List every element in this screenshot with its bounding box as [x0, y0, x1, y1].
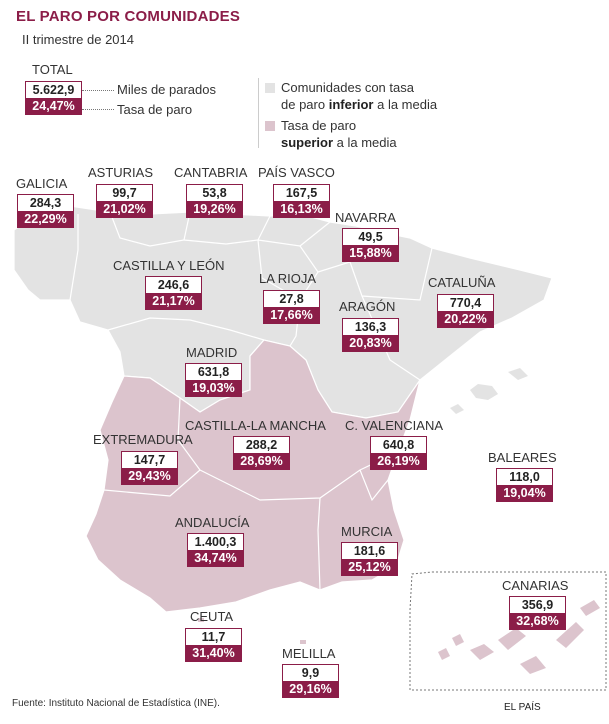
region-box-madrid: 631,8 19,03%: [185, 363, 242, 397]
region-label-castilla-y-leon: Castilla y León: [113, 258, 225, 273]
region-rate: 32,68%: [510, 613, 565, 629]
region-value: 147,7: [133, 453, 166, 467]
region-rate: 29,16%: [283, 681, 338, 697]
region-value: 246,6: [157, 278, 190, 292]
region-label-madrid: Madrid: [186, 345, 238, 360]
canarias-inset: [409, 571, 607, 691]
region-value: 49,5: [358, 230, 383, 244]
region-value: 9,9: [301, 666, 320, 680]
legend-swatch-inferior: [265, 83, 275, 93]
region-value: 770,4: [449, 296, 482, 310]
region-value: 181,6: [353, 544, 386, 558]
legend-superior-text: Tasa de paro superior a la media: [281, 118, 397, 150]
region-rate: 20,22%: [438, 311, 493, 327]
page-title: EL PARO POR COMUNIDADES: [16, 8, 241, 25]
region-label-castilla-la-mancha: Castilla-La Mancha: [185, 418, 326, 433]
region-rate: 16,13%: [274, 201, 329, 217]
region-box-extremadura: 147,7 29,43%: [121, 451, 178, 485]
region-box-melilla: 9,9 29,16%: [282, 664, 339, 698]
melilla-mark: [300, 640, 306, 644]
region-value: 136,3: [354, 320, 387, 334]
region-box-aragon: 136,3 20,83%: [342, 318, 399, 352]
region-label-cataluna: Cataluña: [428, 275, 496, 290]
subtitle: II trimestre de 2014: [22, 32, 134, 47]
region-label-asturias: Asturias: [88, 165, 154, 180]
region-rate: 31,40%: [186, 645, 241, 661]
region-value: 631,8: [197, 365, 230, 379]
map-region-south-pink: [85, 339, 421, 613]
region-value: 27,8: [279, 292, 304, 306]
region-box-la-rioja: 27,8 17,66%: [263, 290, 320, 324]
region-value: 640,8: [382, 438, 415, 452]
region-label-andalucia: Andalucía: [175, 515, 250, 530]
region-box-baleares: 118,0 19,04%: [496, 468, 553, 502]
region-box-andalucia: 1.400,3 34,74%: [187, 533, 244, 567]
region-rate: 21,02%: [97, 201, 152, 217]
region-rate: 20,83%: [343, 335, 398, 351]
legend-inferior-text: Comunidades con tasa de paro inferior a …: [281, 80, 438, 112]
region-box-castilla-y-leon: 246,6 21,17%: [145, 276, 202, 310]
region-label-ceuta: Ceuta: [190, 609, 234, 624]
total-rate: 24,47%: [26, 98, 81, 114]
region-value: 53,8: [202, 186, 227, 200]
total-box: 5.622,9 24,47%: [25, 81, 82, 115]
baleares-islands: [450, 368, 528, 414]
region-label-canarias: Canarias: [502, 578, 569, 593]
region-value: 284,3: [29, 196, 62, 210]
region-label-melilla: Melilla: [282, 646, 336, 661]
region-label-galicia: Galicia: [16, 176, 68, 191]
region-label-extremadura: Extremadura: [93, 432, 193, 447]
region-box-c-valenciana: 640,8 26,19%: [370, 436, 427, 470]
source-note: Fuente: Instituto Nacional de Estadístic…: [12, 698, 220, 709]
region-label-navarra: Navarra: [335, 210, 396, 225]
ceuta-mark: [198, 618, 204, 622]
region-box-cataluna: 770,4 20,22%: [437, 294, 494, 328]
region-value: 11,7: [201, 630, 226, 644]
region-box-navarra: 49,5 15,88%: [342, 228, 399, 262]
key-value-label: Miles de parados: [117, 82, 216, 97]
region-box-asturias: 99,7 21,02%: [96, 184, 153, 218]
region-label-cantabria: Cantabria: [174, 165, 248, 180]
region-rate: 15,88%: [343, 245, 398, 261]
region-label-pais-vasco: País Vasco: [258, 165, 335, 180]
legend-divider: [258, 78, 259, 148]
region-rate: 25,12%: [342, 559, 397, 575]
total-label: TOTAL: [32, 62, 73, 77]
region-value: 99,7: [112, 186, 137, 200]
brand-logo: EL PAÍS: [504, 702, 541, 713]
region-label-la-rioja: La Rioja: [259, 271, 317, 286]
legend-swatch-superior: [265, 121, 275, 131]
region-rate: 19,04%: [497, 485, 552, 501]
region-rate: 28,69%: [234, 453, 289, 469]
region-value: 288,2: [245, 438, 278, 452]
key-leader-value: [82, 90, 114, 91]
region-value: 1.400,3: [194, 535, 237, 549]
region-rate: 29,43%: [122, 468, 177, 484]
region-rate: 19,03%: [186, 380, 241, 396]
region-rate: 34,74%: [188, 550, 243, 566]
region-label-murcia: Murcia: [341, 524, 393, 539]
region-box-murcia: 181,6 25,12%: [341, 542, 398, 576]
region-label-baleares: Baleares: [488, 450, 557, 465]
region-rate: 19,26%: [187, 201, 242, 217]
region-box-ceuta: 11,7 31,40%: [185, 628, 242, 662]
region-box-canarias: 356,9 32,68%: [509, 596, 566, 630]
key-rate-label: Tasa de paro: [117, 102, 193, 117]
region-label-aragon: Aragón: [339, 299, 396, 314]
region-rate: 21,17%: [146, 293, 201, 309]
key-leader-rate: [82, 109, 114, 110]
region-label-c-valenciana: C. Valenciana: [345, 418, 444, 433]
region-rate: 26,19%: [371, 453, 426, 469]
region-value: 167,5: [285, 186, 318, 200]
region-box-galicia: 284,3 22,29%: [17, 194, 74, 228]
region-value: 356,9: [521, 598, 554, 612]
region-rate: 22,29%: [18, 211, 73, 227]
region-box-cantabria: 53,8 19,26%: [186, 184, 243, 218]
total-value: 5.622,9: [32, 83, 75, 97]
region-rate: 17,66%: [264, 307, 319, 323]
region-box-pais-vasco: 167,5 16,13%: [273, 184, 330, 218]
region-box-castilla-la-mancha: 288,2 28,69%: [233, 436, 290, 470]
region-value: 118,0: [509, 470, 540, 484]
